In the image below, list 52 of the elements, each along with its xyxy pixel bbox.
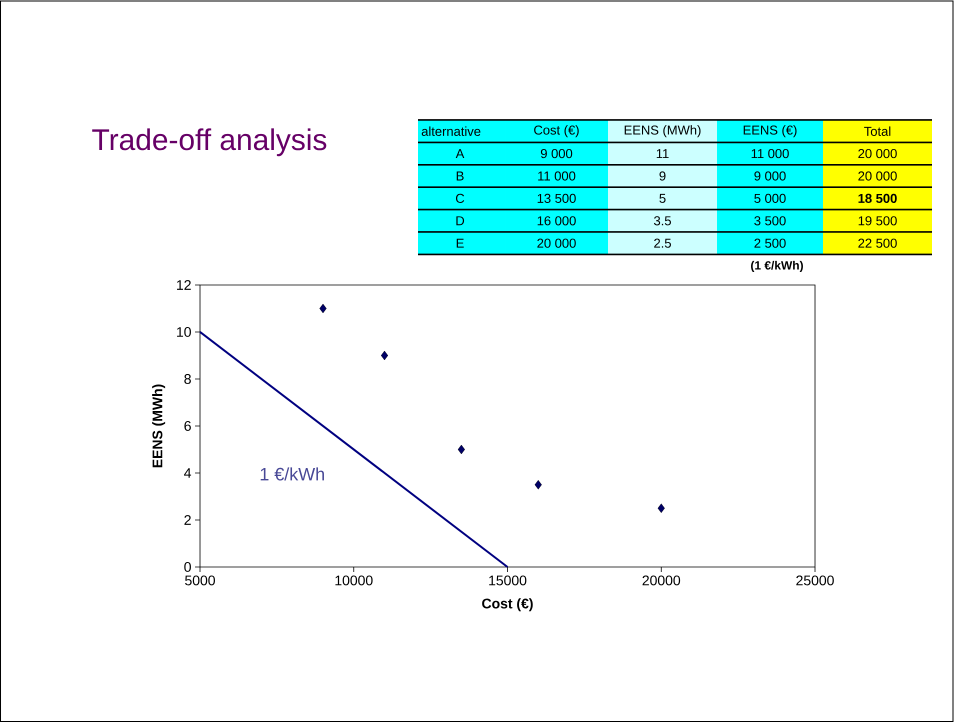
text: 3.5 (654, 216, 671, 226)
text: 19 500 (858, 216, 897, 226)
x-tick-label: 15000 (489, 575, 526, 586)
text: 16 000 (538, 216, 576, 226)
y-tick-label: 2 (184, 515, 191, 525)
text: E (456, 238, 464, 248)
text: 11 000 (752, 149, 789, 158)
text: 20 000 (537, 238, 576, 248)
x-axis-title: Cost (€) (482, 598, 533, 612)
y-tick-label: 6 (184, 421, 191, 431)
text: 3 500 (754, 216, 786, 226)
x-tick-label: 25000 (796, 575, 834, 586)
text: 5 000 (754, 194, 786, 203)
text: 9 000 (540, 149, 572, 158)
text: 9 000 (754, 171, 786, 181)
annotation: 1 €/kWh (260, 467, 324, 481)
text: alternative (422, 126, 480, 136)
y-tick-label: 4 (184, 468, 192, 478)
point (534, 480, 542, 490)
text: C (456, 194, 464, 203)
text: 9 (660, 171, 666, 181)
text: A (456, 149, 464, 158)
text: Cost (€) (534, 125, 579, 138)
text: B (456, 172, 464, 180)
text: Total (864, 126, 890, 136)
x-tick-label: 10000 (335, 575, 373, 586)
point (319, 304, 327, 314)
point (658, 504, 665, 513)
text: 13 500 (538, 194, 576, 203)
y-tick-label: 0 (184, 562, 191, 572)
text: 22 500 (858, 238, 897, 248)
text: EENS (€) (744, 125, 797, 138)
y-tick-label: 10 (177, 327, 191, 337)
text: EENS (MWh) (624, 125, 701, 138)
text: 2 500 (754, 238, 786, 248)
text: 18 500 (858, 194, 897, 203)
text: 5 (659, 194, 666, 203)
text: 2.5 (654, 238, 671, 248)
x-tick-label: 20000 (642, 575, 680, 586)
text: 20 000 (858, 171, 897, 181)
text: 11 000 (538, 171, 576, 181)
text: D (456, 216, 464, 226)
text: 11 (656, 149, 669, 158)
y-axis-title: EENS (MWh) (152, 384, 166, 468)
x-tick-label: 5000 (185, 575, 215, 586)
chart-title: Trade-off analysis (92, 128, 326, 156)
point (380, 350, 388, 360)
y-tick-label: 8 (184, 374, 191, 384)
text: (1 €/kWh) (751, 260, 803, 272)
text: 20 000 (858, 149, 897, 158)
y-tick-label: 12 (177, 280, 191, 290)
point (458, 444, 465, 454)
